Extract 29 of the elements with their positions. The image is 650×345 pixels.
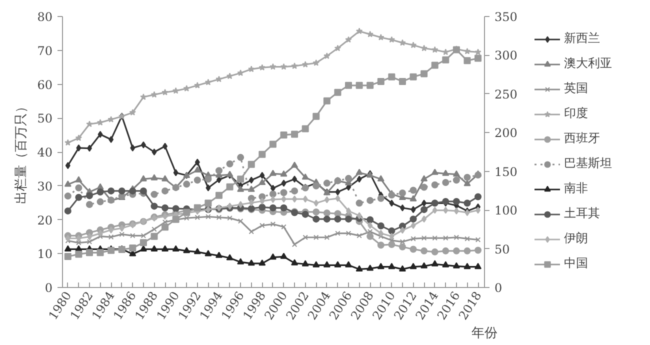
y-tick-label: 30 — [37, 179, 53, 194]
legend-label: 南非 — [564, 180, 588, 197]
y-tick-label: 20 — [37, 213, 53, 228]
y2-tick-label: 350 — [494, 10, 518, 24]
y-tick-label: 50 — [37, 112, 53, 126]
legend-label: 西班牙 — [564, 130, 600, 147]
y-axis-title: 出栏量（百万只） — [14, 100, 30, 204]
legend-label: 新西兰 — [564, 30, 600, 47]
legend-label: 巴基斯坦 — [564, 155, 612, 172]
x-axis-title: 年份 — [472, 326, 498, 342]
legend-label: 中国 — [564, 255, 588, 272]
y2-tick-label: 50 — [494, 242, 510, 256]
y-tick-label: 80 — [37, 10, 53, 24]
legend-label: 土耳其 — [564, 205, 600, 222]
y2-tick-label: 300 — [494, 48, 518, 63]
legend-label: 印度 — [564, 105, 588, 122]
y-tick-label: 40 — [37, 146, 53, 160]
y2-tick-label: 100 — [494, 204, 518, 218]
y2-tick-label: 200 — [494, 126, 518, 140]
y-tick-label: 70 — [37, 44, 53, 58]
y2-tick-label: 250 — [494, 87, 518, 102]
legend-label: 澳大利亚 — [564, 55, 612, 72]
legend-label: 伊朗 — [564, 230, 588, 247]
y2-tick-label: 0 — [494, 281, 502, 295]
y-tick-label: 0 — [44, 281, 53, 295]
y-tick-label: 60 — [37, 78, 53, 92]
legend-label: 英国 — [564, 80, 588, 97]
y2-tick-label: 150 — [494, 164, 518, 179]
y-tick-label: 10 — [37, 247, 53, 262]
